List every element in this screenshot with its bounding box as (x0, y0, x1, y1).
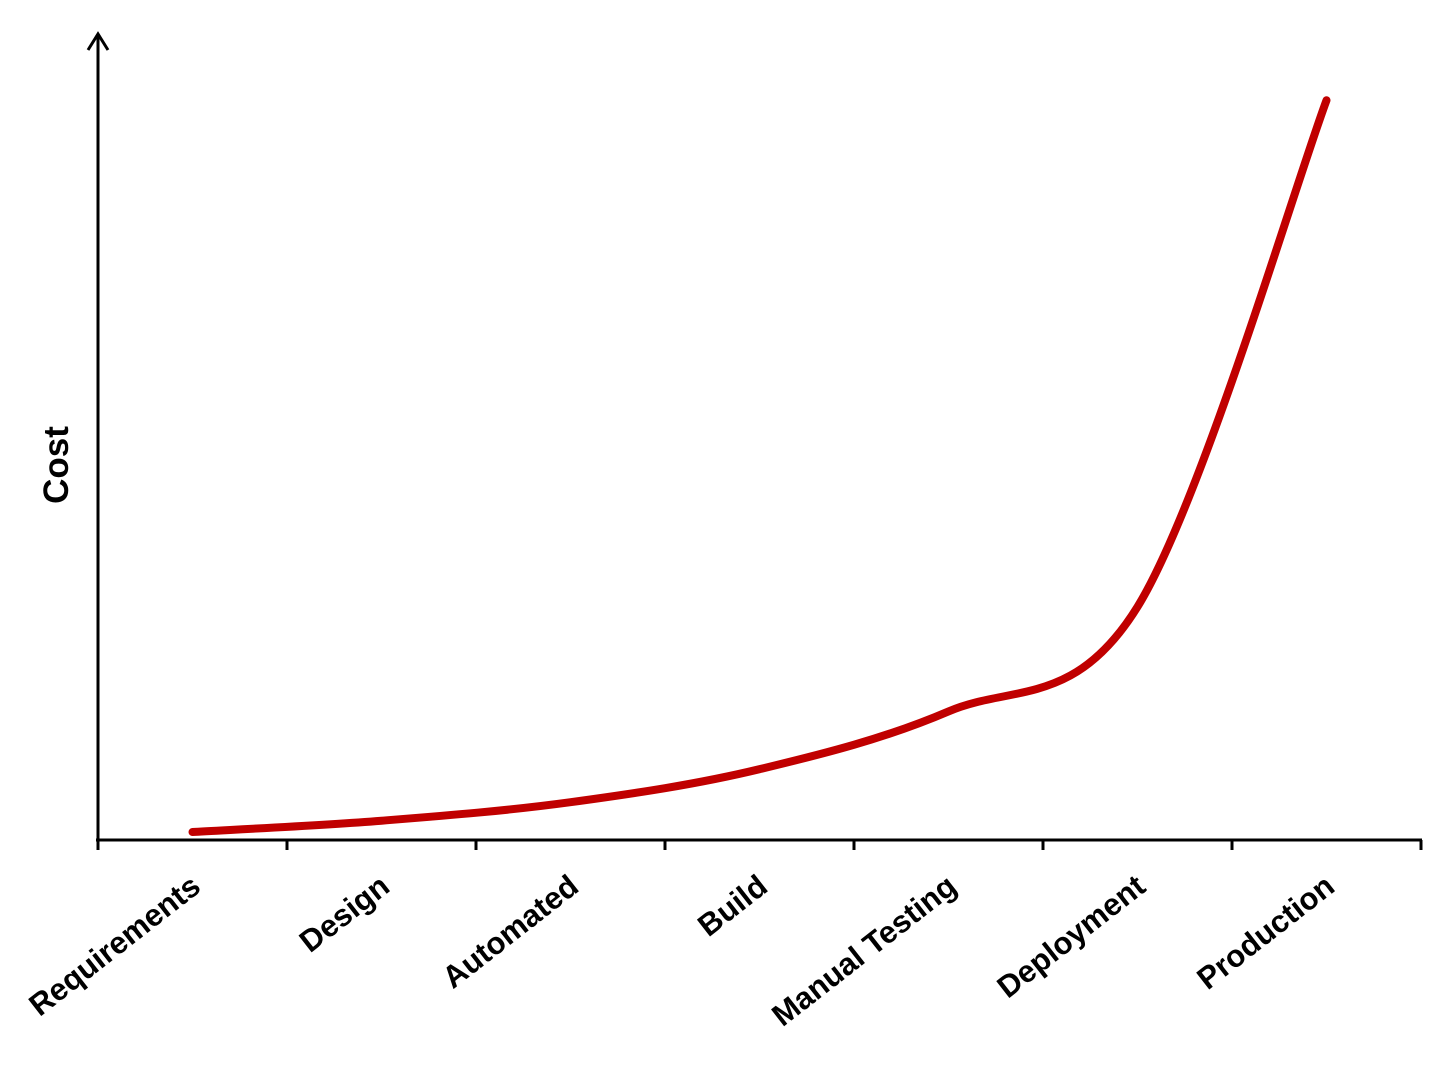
x-tick-label: Deployment (990, 868, 1151, 1005)
x-tick-label: Requirements (22, 868, 206, 1023)
x-tick-label: Production (1190, 868, 1340, 996)
x-tick-label: Build (691, 868, 774, 943)
axes (86, 31, 1422, 842)
x-axis-ticks (96, 840, 1423, 850)
x-tick-label: Automated (436, 868, 585, 995)
y-axis-title: Cost (37, 426, 76, 504)
x-tick-label: Manual Testing (765, 868, 963, 1033)
x-tick-label: Design (293, 868, 396, 959)
y-axis-arrow-icon (86, 31, 110, 51)
series-group (188, 96, 1331, 836)
series-line (188, 96, 1331, 836)
